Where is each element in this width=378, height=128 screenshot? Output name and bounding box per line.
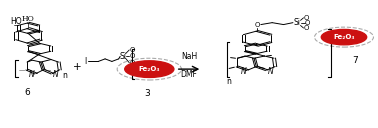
Text: O: O <box>304 25 309 31</box>
Text: n: n <box>62 71 67 80</box>
Text: HO: HO <box>22 15 35 23</box>
Text: HO: HO <box>10 17 22 26</box>
Text: Fe₂O₃: Fe₂O₃ <box>139 66 160 72</box>
Text: I: I <box>84 57 86 66</box>
Text: +: + <box>73 62 82 72</box>
Text: N: N <box>53 70 59 79</box>
Text: NaH: NaH <box>181 52 197 61</box>
Text: O: O <box>305 20 310 26</box>
Text: Fe₂O₃: Fe₂O₃ <box>333 34 355 40</box>
Text: O: O <box>129 60 135 66</box>
Text: O: O <box>254 22 260 28</box>
Text: O: O <box>129 47 135 53</box>
Text: N: N <box>29 70 35 79</box>
Text: Si: Si <box>293 18 300 27</box>
Text: O: O <box>129 53 135 59</box>
Text: DMF: DMF <box>181 70 197 79</box>
Text: n: n <box>226 77 231 86</box>
Text: 6: 6 <box>25 88 31 97</box>
Circle shape <box>125 61 174 77</box>
Text: —: — <box>45 68 51 74</box>
Text: —: — <box>19 68 25 74</box>
Text: 3: 3 <box>144 89 150 98</box>
Text: 7: 7 <box>352 56 358 65</box>
Text: Si: Si <box>119 52 126 61</box>
Text: N: N <box>241 67 247 76</box>
Text: N: N <box>267 67 273 76</box>
Text: O: O <box>304 15 309 21</box>
Circle shape <box>321 29 367 45</box>
